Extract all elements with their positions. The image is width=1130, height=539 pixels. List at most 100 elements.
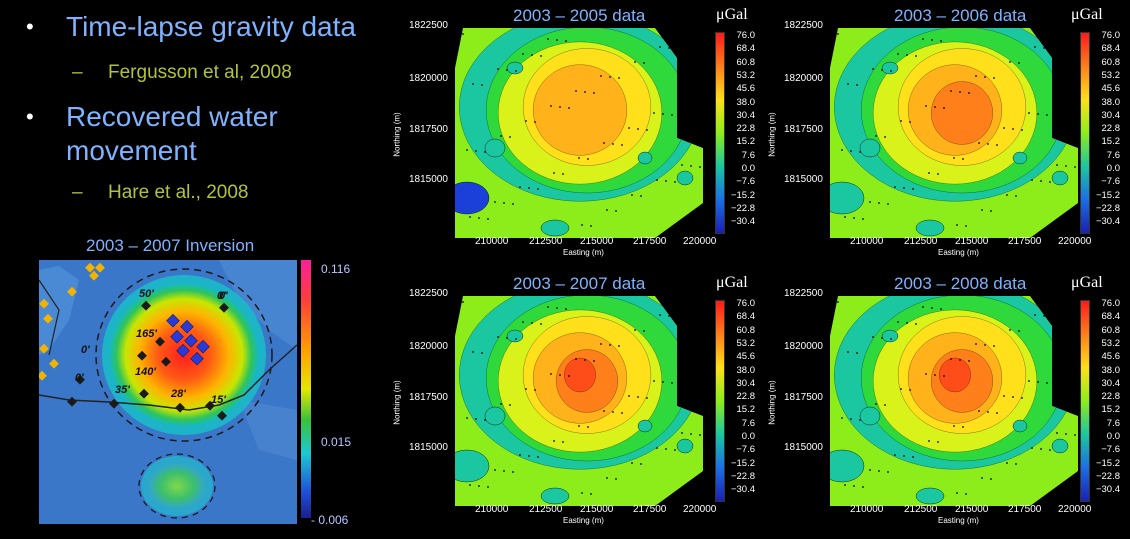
colorbar-value: −22.8 <box>730 202 755 214</box>
colorbar <box>1080 300 1090 502</box>
colorbar-value: 7.6 <box>741 417 755 429</box>
colorbar-value: −7.6 <box>1101 444 1120 456</box>
y-axis-label: Northing (m) <box>767 112 777 157</box>
x-tick-label: 212500 <box>529 504 563 515</box>
inversion-map-image <box>37 260 311 524</box>
y-tick-label: 1817500 <box>409 392 448 403</box>
colorbar-value: −30.4 <box>1095 216 1120 228</box>
colorbar-value: 22.8 <box>736 123 756 135</box>
gravity-map <box>830 28 1078 238</box>
colorbar-min-label: - 0.006 <box>311 513 349 527</box>
x-tick-label: 210000 <box>475 504 509 515</box>
colorbar-value: 30.4 <box>736 377 756 389</box>
y-tick-label: 1817500 <box>409 124 448 135</box>
panel-title: 2003 – 2007 data <box>513 274 646 293</box>
colorbar-value: 60.8 <box>736 324 756 336</box>
y-tick-label: 1815000 <box>409 174 448 185</box>
colorbar-value: 45.6 <box>736 351 756 363</box>
colorbar <box>715 32 725 234</box>
y-tick-label: 1815000 <box>409 442 448 453</box>
x-tick-label: 217500 <box>633 504 667 515</box>
x-tick-label: 215000 <box>955 504 989 515</box>
colorbar-value: 30.4 <box>1101 109 1121 121</box>
dash-glyph: – <box>72 62 83 83</box>
gravity-panel: 2003 – 2005 data μGal 1822500 1820000 181750… <box>383 0 761 257</box>
colorbar <box>1080 32 1090 234</box>
colorbar-mid-label: 0.015 <box>321 435 352 449</box>
colorbar-value: −30.4 <box>730 216 755 228</box>
colorbar-value: 22.8 <box>1101 391 1121 403</box>
inversion-colorbar <box>301 260 311 518</box>
y-tick-label: 1815000 <box>784 174 823 185</box>
colorbar-value: 30.4 <box>1101 377 1121 389</box>
depth-label: 140' <box>135 366 156 378</box>
depth-label: 0' <box>217 290 226 302</box>
x-axis-label: Easting (m) <box>563 248 604 257</box>
colorbar-value: −15.2 <box>1095 457 1120 469</box>
gravity-panel: 2003 – 2007 data μGal 1822500 1820000 181750… <box>383 268 761 525</box>
depth-label: 0' <box>219 290 228 302</box>
depth-label: 15' <box>211 394 226 406</box>
x-tick-label: 217500 <box>633 236 667 247</box>
colorbar-value: 60.8 <box>1101 56 1121 68</box>
depth-label: 0' <box>75 372 84 384</box>
colorbar-value: 60.8 <box>736 56 756 68</box>
x-tick-label: 220000 <box>1058 504 1092 515</box>
colorbar-value: 76.0 <box>1101 298 1121 309</box>
colorbar-value: −15.2 <box>1095 189 1120 201</box>
colorbar-value: 76.0 <box>1101 30 1121 41</box>
blue-markers <box>166 313 210 366</box>
colorbar-value: −7.6 <box>1101 176 1120 188</box>
colorbar-value: 68.4 <box>1101 311 1121 323</box>
colorbar-value: 22.8 <box>1101 123 1121 135</box>
panel-title: 2003 – 2005 data <box>513 6 646 25</box>
unit-label: μGal <box>716 6 748 23</box>
colorbar-value: −7.6 <box>736 444 755 456</box>
panel-title: 2003 – 2008 data <box>894 274 1027 293</box>
colorbar-value: 68.4 <box>736 311 756 323</box>
x-tick-label: 212500 <box>904 504 938 515</box>
colorbar-value: −22.8 <box>1095 470 1120 482</box>
colorbar-value: 53.2 <box>1101 337 1121 349</box>
bullet-text: Recovered water movement <box>66 101 278 166</box>
colorbar-value: 76.0 <box>736 30 756 41</box>
sub-bullet-text: Fergusson et al, 2008 <box>108 62 292 83</box>
x-tick-label: 215000 <box>955 236 989 247</box>
unit-label: μGal <box>1071 274 1103 291</box>
x-axis-label: Easting (m) <box>938 248 979 257</box>
x-axis-label: Easting (m) <box>563 516 604 525</box>
colorbar-value: 7.6 <box>1106 417 1120 429</box>
x-tick-label: 217500 <box>1008 236 1042 247</box>
y-axis-label: Northing (m) <box>767 380 777 425</box>
bullet-text: Time-lapse gravity data <box>66 11 356 42</box>
y-tick-label: 1822500 <box>784 288 823 299</box>
colorbar-value: 53.2 <box>1101 69 1121 81</box>
colorbar-value: −7.6 <box>736 176 755 188</box>
colorbar-value: −22.8 <box>1095 202 1120 214</box>
yellow-markers <box>37 262 105 381</box>
x-tick-label: 210000 <box>475 236 509 247</box>
y-tick-label: 1820000 <box>784 73 823 84</box>
y-tick-label: 1820000 <box>784 341 823 352</box>
colorbar-value: 68.4 <box>1101 43 1121 55</box>
small-anomaly <box>149 464 205 508</box>
x-tick-label: 210000 <box>850 236 884 247</box>
x-tick-label: 217500 <box>1008 504 1042 515</box>
x-tick-label: 220000 <box>683 236 717 247</box>
depth-label: 0' <box>81 344 90 356</box>
colorbar-value: 53.2 <box>736 69 756 81</box>
colorbar <box>715 300 725 502</box>
gravity-map <box>455 28 703 238</box>
anomaly-outline <box>95 268 273 442</box>
colorbar-value: −15.2 <box>730 457 755 469</box>
x-tick-label: 212500 <box>529 236 563 247</box>
colorbar-value: 45.6 <box>736 83 756 95</box>
colorbar-value: 7.6 <box>1106 149 1120 161</box>
colorbar-value: 30.4 <box>736 109 756 121</box>
colorbar-value: 45.6 <box>1101 351 1121 363</box>
sub-bullet-text: Hare et al., 2008 <box>108 182 249 203</box>
unit-label: μGal <box>1071 6 1103 23</box>
colorbar-value: 15.2 <box>1101 404 1121 416</box>
colorbar-value: 38.0 <box>736 364 756 376</box>
y-axis-label: Northing (m) <box>392 380 402 425</box>
